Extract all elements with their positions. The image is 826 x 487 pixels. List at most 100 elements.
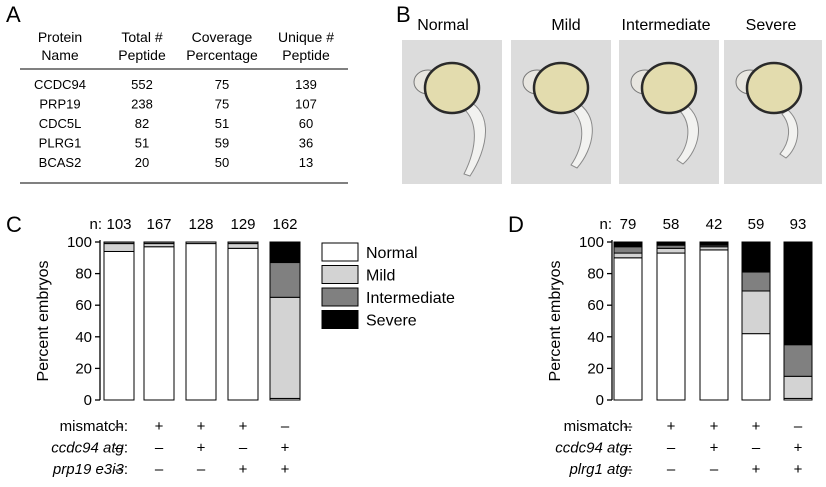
n-label: 93	[790, 216, 807, 233]
bar-segment-severe	[741, 241, 771, 273]
table-cell: PLRG1	[39, 136, 82, 151]
table-cell: 50	[215, 155, 229, 170]
bar-segment-mild	[741, 290, 771, 335]
bar-segment-mild	[613, 252, 643, 259]
table-cell: 82	[135, 116, 149, 131]
condition-mark: +	[197, 440, 206, 457]
condition-mark: –	[115, 461, 124, 478]
phenotype-label: Normal	[417, 17, 469, 34]
table-cell: 51	[215, 116, 229, 131]
condition-mark: –	[197, 461, 206, 478]
bar-segment-normal	[613, 257, 643, 401]
condition-mark: –	[667, 461, 676, 478]
condition-label: ccdc94 atg:	[51, 440, 128, 457]
n-label: 167	[146, 216, 171, 233]
table-cell: 59	[215, 136, 229, 151]
n-prefix: n:	[599, 216, 612, 233]
condition-mark: –	[115, 418, 124, 435]
condition-mark: +	[710, 440, 719, 457]
condition-mark: –	[752, 440, 761, 457]
y-tick-label: 80	[75, 266, 92, 283]
bar-segment-intermediate	[227, 241, 259, 245]
legend-swatch	[321, 265, 359, 284]
legend-label: Mild	[366, 268, 395, 285]
bar-segment-intermediate	[143, 241, 175, 245]
condition-mark: –	[155, 440, 164, 457]
condition-label: mismatch:	[564, 418, 632, 435]
table-cell: CCDC94	[34, 77, 86, 92]
bar-segment-mild	[269, 296, 301, 399]
table-cell: 75	[215, 77, 229, 92]
condition-mark: –	[624, 418, 633, 435]
condition-mark: –	[794, 418, 803, 435]
condition-mark: –	[667, 440, 676, 457]
bar-segment-normal	[656, 252, 686, 401]
table-cell: 13	[299, 155, 313, 170]
bar-segment-intermediate	[741, 271, 771, 292]
n-label: 42	[706, 216, 723, 233]
bar-segment-normal	[185, 243, 217, 401]
legend-swatch	[321, 287, 359, 307]
condition-mark: +	[197, 418, 206, 435]
y-tick-label: 20	[587, 360, 604, 377]
legend: Normal Mild Intermediate Severe	[321, 242, 455, 330]
condition-mark: –	[115, 440, 124, 457]
phenotype-label: Mild	[551, 17, 580, 34]
panel-label-c: C	[6, 212, 22, 237]
table-header-line2: Peptide	[118, 47, 166, 63]
condition-mark: +	[281, 440, 290, 457]
phenotype-label: Severe	[746, 17, 797, 34]
table-header-line1: Unique #	[278, 29, 334, 45]
condition-mark: +	[239, 418, 248, 435]
table-cell: 51	[135, 136, 149, 151]
embryo-image	[619, 40, 719, 184]
y-tick-label: 100	[579, 234, 604, 251]
condition-label: mismatch:	[60, 418, 128, 435]
bar-segment-mild	[783, 375, 813, 399]
embryo-images: Normal Mild Intermediate Severe	[402, 17, 822, 184]
legend-swatch	[321, 242, 359, 262]
condition-mark: –	[239, 440, 248, 457]
n-label: 128	[188, 216, 213, 233]
table-cell: BCAS2	[39, 155, 82, 170]
table-header-line1: Coverage	[192, 29, 253, 45]
bar-segment-normal	[143, 246, 175, 401]
n-label: 59	[748, 216, 765, 233]
bar-segment-mild	[103, 243, 135, 252]
y-tick-label: 100	[67, 234, 92, 251]
condition-mark: –	[155, 461, 164, 478]
condition-mark: +	[155, 418, 164, 435]
condition-mark: +	[794, 461, 803, 478]
y-tick-label: 60	[587, 297, 604, 314]
bar-segment-severe	[613, 241, 643, 248]
bar-segment-normal	[227, 247, 259, 401]
table-header-line2: Peptide	[282, 47, 330, 63]
panel-label-d: D	[508, 212, 524, 237]
table-cell: 107	[295, 97, 317, 112]
bar-segment-severe	[783, 241, 813, 346]
bar-segment-normal	[699, 249, 729, 401]
bar-segment-intermediate	[613, 246, 643, 254]
y-tick-label: 60	[75, 297, 92, 314]
bar-segment-intermediate	[783, 344, 813, 377]
bar-segment-normal	[103, 250, 135, 401]
table-cell: 36	[299, 136, 313, 151]
embryo-image	[402, 40, 502, 184]
condition-mark: +	[752, 418, 761, 435]
condition-mark: +	[281, 461, 290, 478]
bar-segment-mild	[656, 247, 686, 254]
n-label: 58	[663, 216, 680, 233]
panel-label-b: B	[396, 2, 411, 27]
condition-mark: –	[281, 418, 290, 435]
condition-mark: –	[710, 461, 719, 478]
y-tick-label: 0	[596, 392, 604, 409]
table-header-line2: Name	[41, 47, 79, 63]
panel-label-a: A	[6, 2, 21, 27]
n-label: 103	[106, 216, 131, 233]
condition-label: ccdc94 atg:	[555, 440, 632, 457]
bar-segment-mild	[185, 241, 217, 245]
condition-mark: +	[239, 461, 248, 478]
condition-mark: +	[752, 461, 761, 478]
